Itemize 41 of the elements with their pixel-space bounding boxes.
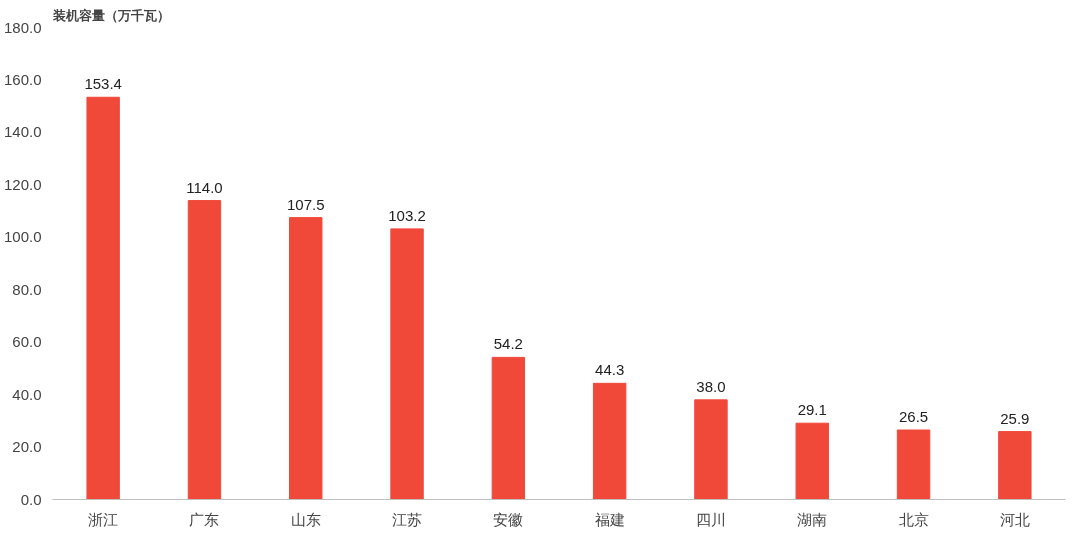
bar: [998, 431, 1032, 500]
y-tick-label: 60.0: [12, 333, 42, 351]
y-tick-label: 0.0: [20, 490, 42, 508]
y-tick-label: 140.0: [3, 123, 42, 141]
x-tick-label: 北京: [898, 510, 929, 528]
y-tick-label: 120.0: [3, 175, 42, 193]
x-tick-label: 福建: [594, 510, 625, 528]
data-label: 153.4: [84, 75, 122, 93]
data-label: 26.5: [898, 408, 929, 426]
y-tick-label: 100.0: [3, 228, 42, 246]
data-label: 107.5: [286, 195, 325, 213]
data-label: 54.2: [493, 335, 523, 353]
y-tick-label: 160.0: [3, 70, 42, 88]
x-tick-label: 河北: [999, 510, 1030, 528]
x-tick-label: 安徽: [493, 510, 524, 528]
bar: [289, 217, 323, 500]
x-tick-label: 浙江: [88, 510, 119, 528]
y-axis-title: 装机容量（万千瓦）: [51, 7, 170, 23]
data-label: 44.3: [595, 361, 625, 379]
bar: [694, 399, 728, 500]
bar: [187, 200, 222, 500]
bar: [795, 422, 829, 500]
bar: [390, 228, 424, 500]
x-tick-label: 江苏: [392, 510, 423, 528]
bar: [896, 429, 931, 500]
x-tick-label: 山东: [290, 510, 321, 528]
y-tick-label: 20.0: [12, 438, 42, 456]
data-label: 25.9: [1000, 409, 1030, 427]
bar: [592, 382, 627, 500]
y-tick-label: 180.0: [3, 18, 42, 36]
bar: [491, 356, 526, 500]
x-tick-label: 广东: [189, 510, 220, 528]
data-label: 29.1: [797, 401, 827, 419]
data-label: 114.0: [186, 178, 223, 196]
y-tick-label: 80.0: [12, 280, 42, 298]
x-tick-label: 湖南: [797, 510, 828, 528]
x-tick-label: 四川: [695, 510, 726, 528]
y-tick-label: 40.0: [12, 385, 42, 403]
data-label: 38.0: [696, 377, 726, 395]
bar: [86, 96, 120, 500]
data-label: 103.2: [388, 206, 426, 224]
